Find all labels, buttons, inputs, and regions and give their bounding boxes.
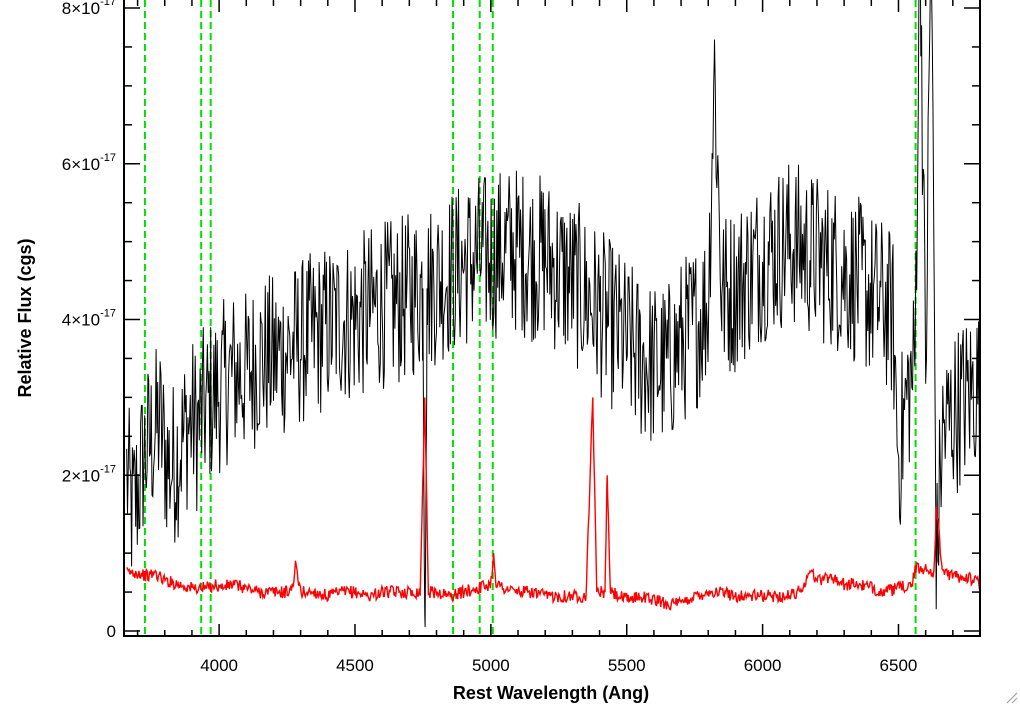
x-tick-label: 4500 [336,656,374,675]
resize-grip-icon[interactable] [1004,690,1018,704]
x-tick-label: 6500 [880,656,918,675]
series-line-black [126,0,980,628]
x-tick-label: 5000 [472,656,510,675]
y-tick-labels: 0 2×10-17 4×10-17 6×10-17 8×10-17 [62,0,116,641]
y-tick-label: 8×10-17 [62,0,116,18]
x-tick-label: 5500 [608,656,646,675]
y-axis-title: Relative Flux (cgs) [15,238,35,397]
x-tick-label: 4000 [200,656,238,675]
x-tick-labels: 4000 4500 5000 5500 6000 6500 [200,656,917,675]
x-axis-title: Rest Wavelength (Ang) [453,683,649,703]
y-tick-label: 4×10-17 [62,308,116,330]
x-tick-label: 6000 [744,656,782,675]
axis-ticks [124,0,981,636]
series-line-red [126,397,980,611]
reference-lines [143,0,917,636]
y-tick-label: 0 [107,622,116,641]
series-layer [126,0,980,628]
y-tick-label: 2×10-17 [62,463,116,485]
y-tick-label: 6×10-17 [62,152,116,174]
plot-frame [123,0,981,637]
